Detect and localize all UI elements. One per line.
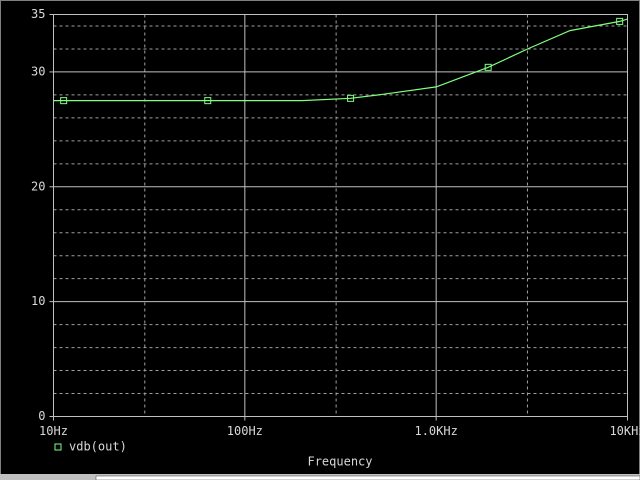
y-tick-label: 20 <box>31 179 45 193</box>
trace-marker <box>60 97 68 105</box>
legend-label: vdb(out) <box>69 440 127 454</box>
legend-symbol <box>54 443 62 451</box>
status-field <box>95 475 640 480</box>
x-tick-label: 100Hz <box>227 424 263 438</box>
y-tick-label: 10 <box>31 294 45 308</box>
trace-marker <box>616 17 624 25</box>
trace-marker <box>204 97 212 105</box>
trace-marker <box>484 63 492 71</box>
y-tick-label: 35 <box>31 7 45 21</box>
x-tick-label: 10KHz <box>609 424 640 438</box>
x-axis-label: Frequency <box>307 455 372 469</box>
trace <box>53 18 628 102</box>
x-tick-label: 10Hz <box>39 424 68 438</box>
y-tick-label: 30 <box>31 64 45 78</box>
y-tick-label: 0 <box>38 409 45 423</box>
x-tick-label: 1.0KHz <box>414 424 457 438</box>
trace-marker <box>347 94 355 102</box>
plot-frame <box>53 14 628 417</box>
